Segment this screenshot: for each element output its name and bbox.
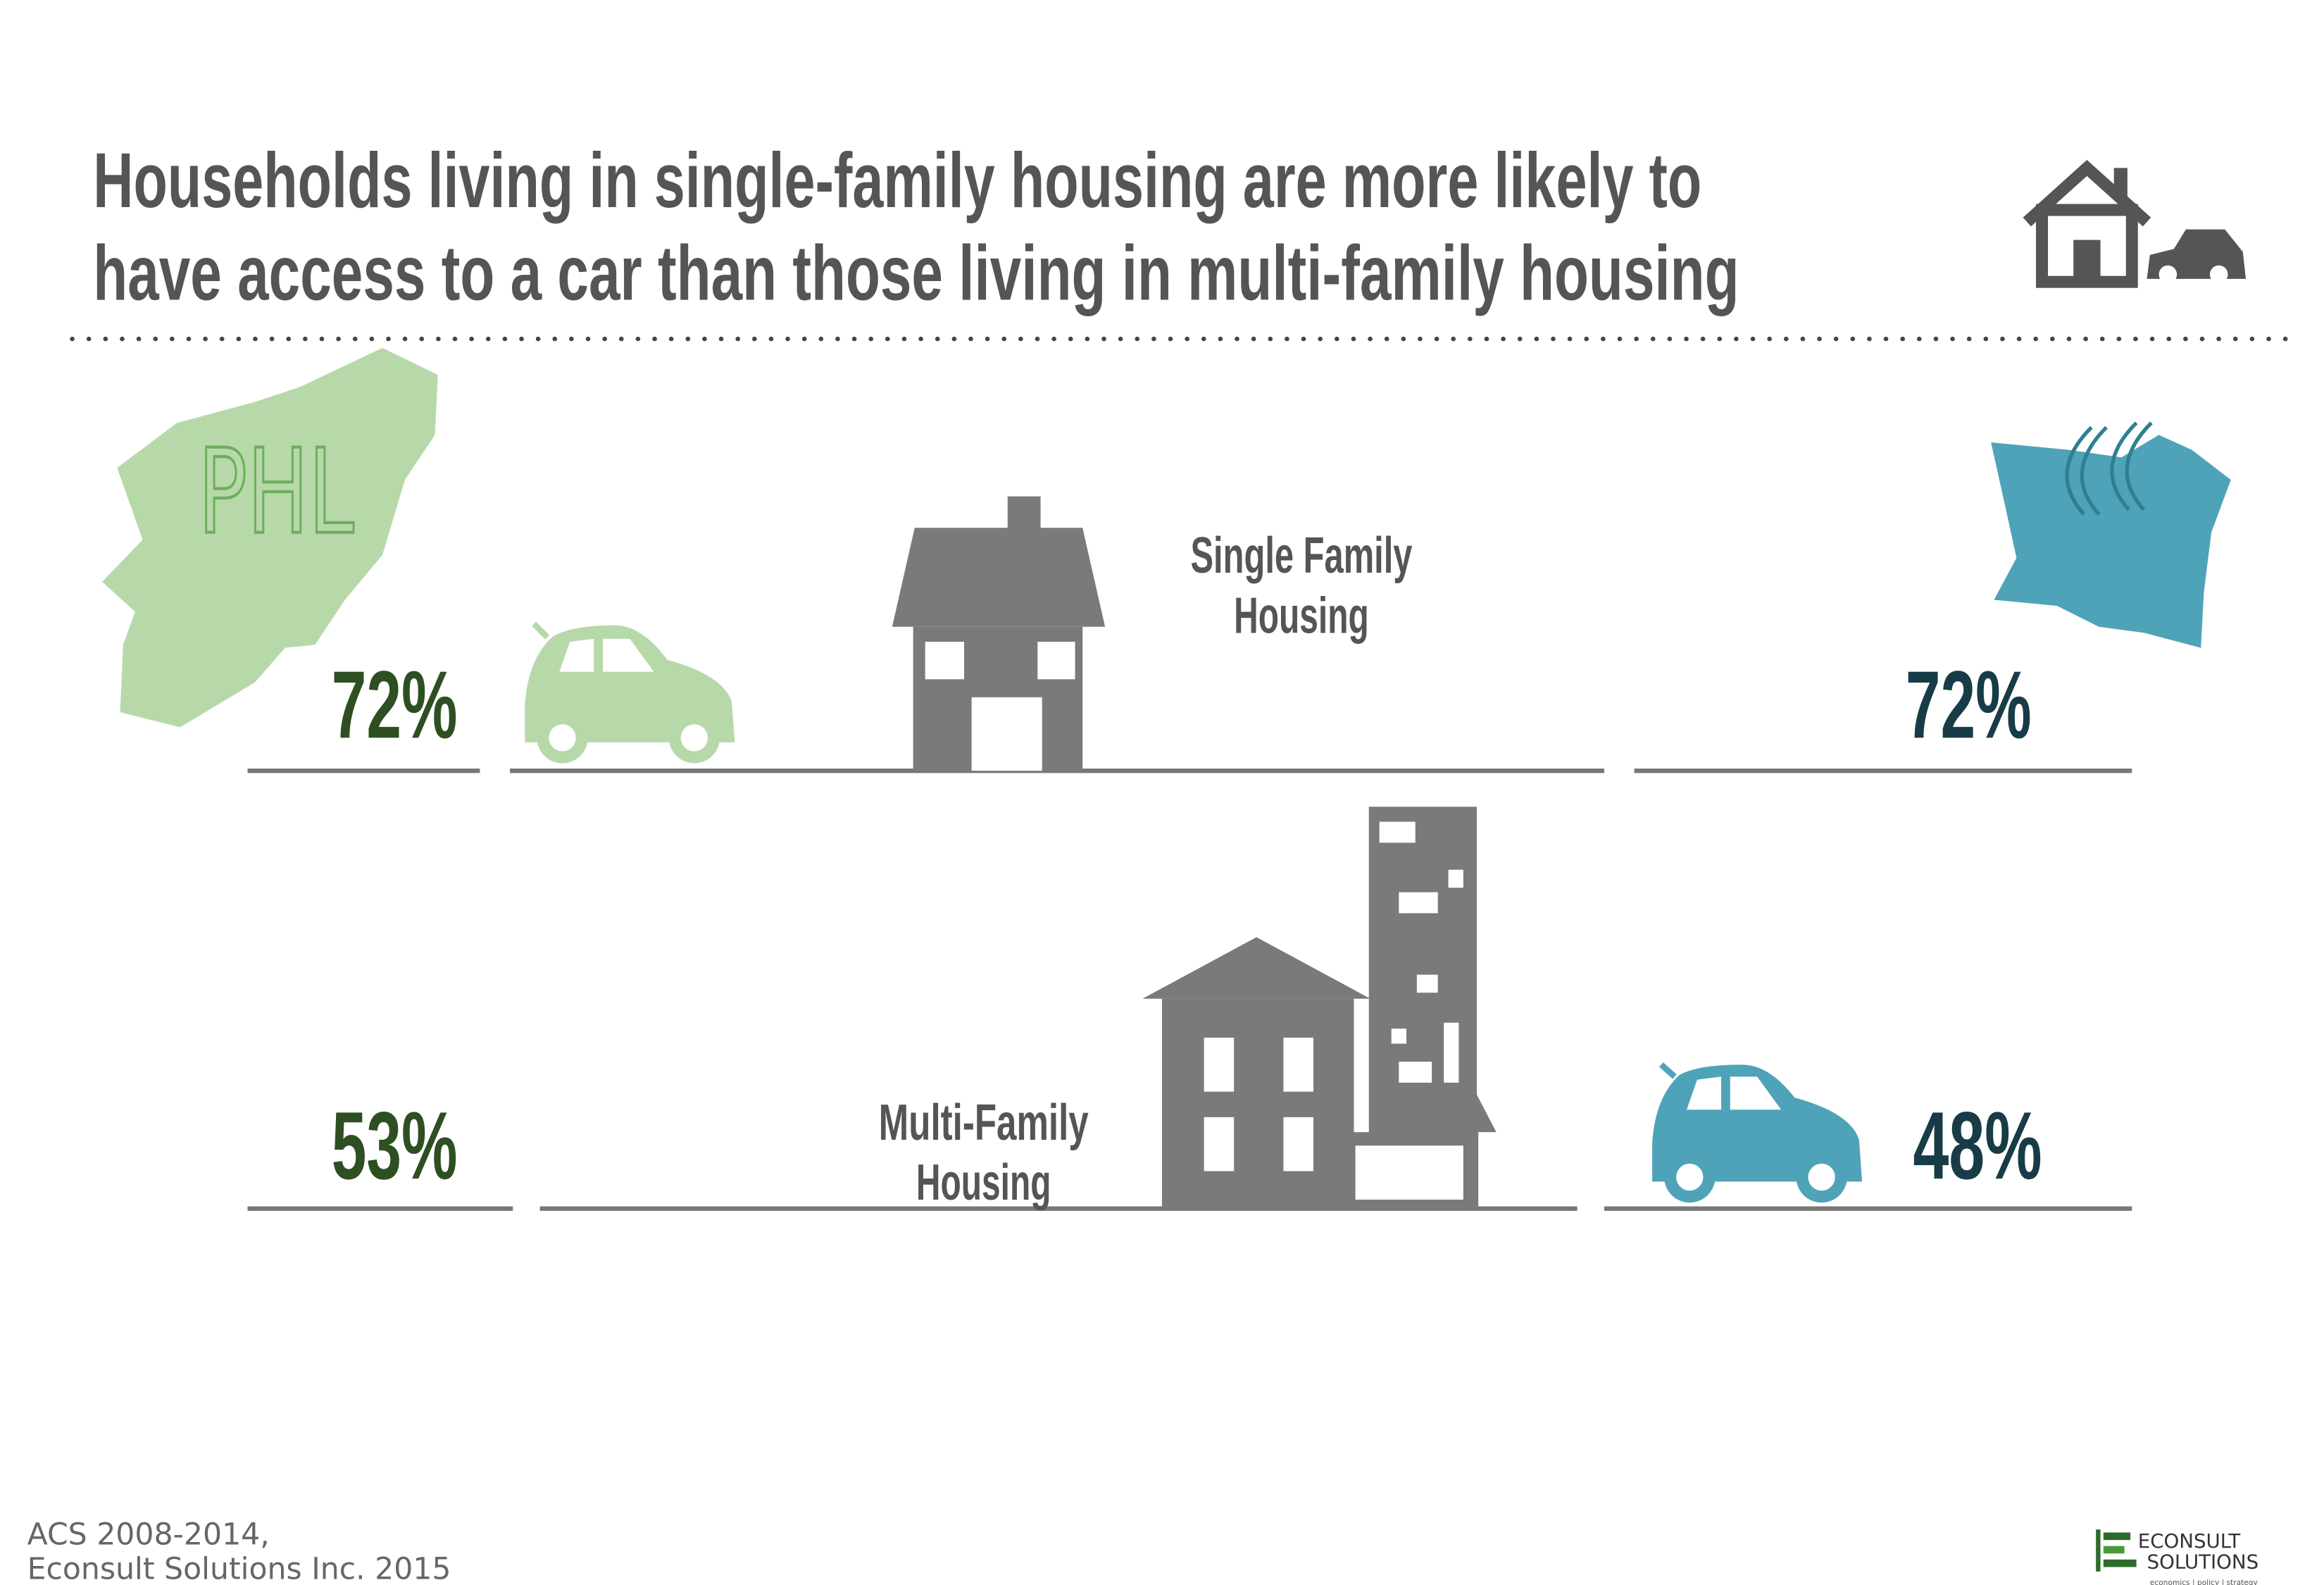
housing-label: Housing bbox=[1234, 587, 1369, 644]
housing-label: Multi-Family bbox=[879, 1094, 1089, 1151]
cc-percentage: 72% bbox=[1906, 651, 2032, 758]
phl-percentage: 72% bbox=[332, 651, 458, 758]
region-label: PHL bbox=[198, 425, 354, 561]
logo-tagline: economics | policy | strategy bbox=[2150, 1578, 2258, 1585]
source-line: Econsult Solutions Inc. 2015 bbox=[27, 1551, 451, 1585]
multi-family-building bbox=[1142, 807, 1497, 1209]
cc-lines bbox=[2065, 421, 2153, 516]
logo-text: ECONSULT bbox=[2138, 1529, 2241, 1553]
cc-percentage: 48% bbox=[1913, 1092, 2042, 1199]
single-family-house bbox=[892, 496, 1106, 771]
source: ACS 2008-2014, Econsult Solutions Inc. 2… bbox=[27, 1517, 451, 1585]
title-line: Households living in single-family housi… bbox=[93, 137, 1701, 224]
source-line: ACS 2008-2014, bbox=[27, 1517, 270, 1553]
cc-map bbox=[1991, 435, 2231, 648]
car-icon bbox=[1652, 1062, 1863, 1203]
logo-text: SOLUTIONS bbox=[2147, 1550, 2259, 1574]
phl-percentage: 53% bbox=[332, 1092, 458, 1199]
housing-labels: Single Family Housing Multi-Family Housi… bbox=[879, 527, 1413, 1211]
title: Households living in single-family housi… bbox=[93, 137, 1739, 317]
car-icon bbox=[525, 621, 735, 764]
phl-map bbox=[102, 347, 438, 728]
logo: ECONSULT SOLUTIONS economics | policy | … bbox=[2096, 1529, 2259, 1585]
percentages: 72% 72% 53% 48% bbox=[332, 651, 2042, 1199]
house-car-icon bbox=[2023, 159, 2247, 288]
housing-label: Housing bbox=[916, 1154, 1051, 1211]
title-line: have access to a car than those living i… bbox=[93, 230, 1739, 317]
housing-label: Single Family bbox=[1190, 527, 1412, 584]
